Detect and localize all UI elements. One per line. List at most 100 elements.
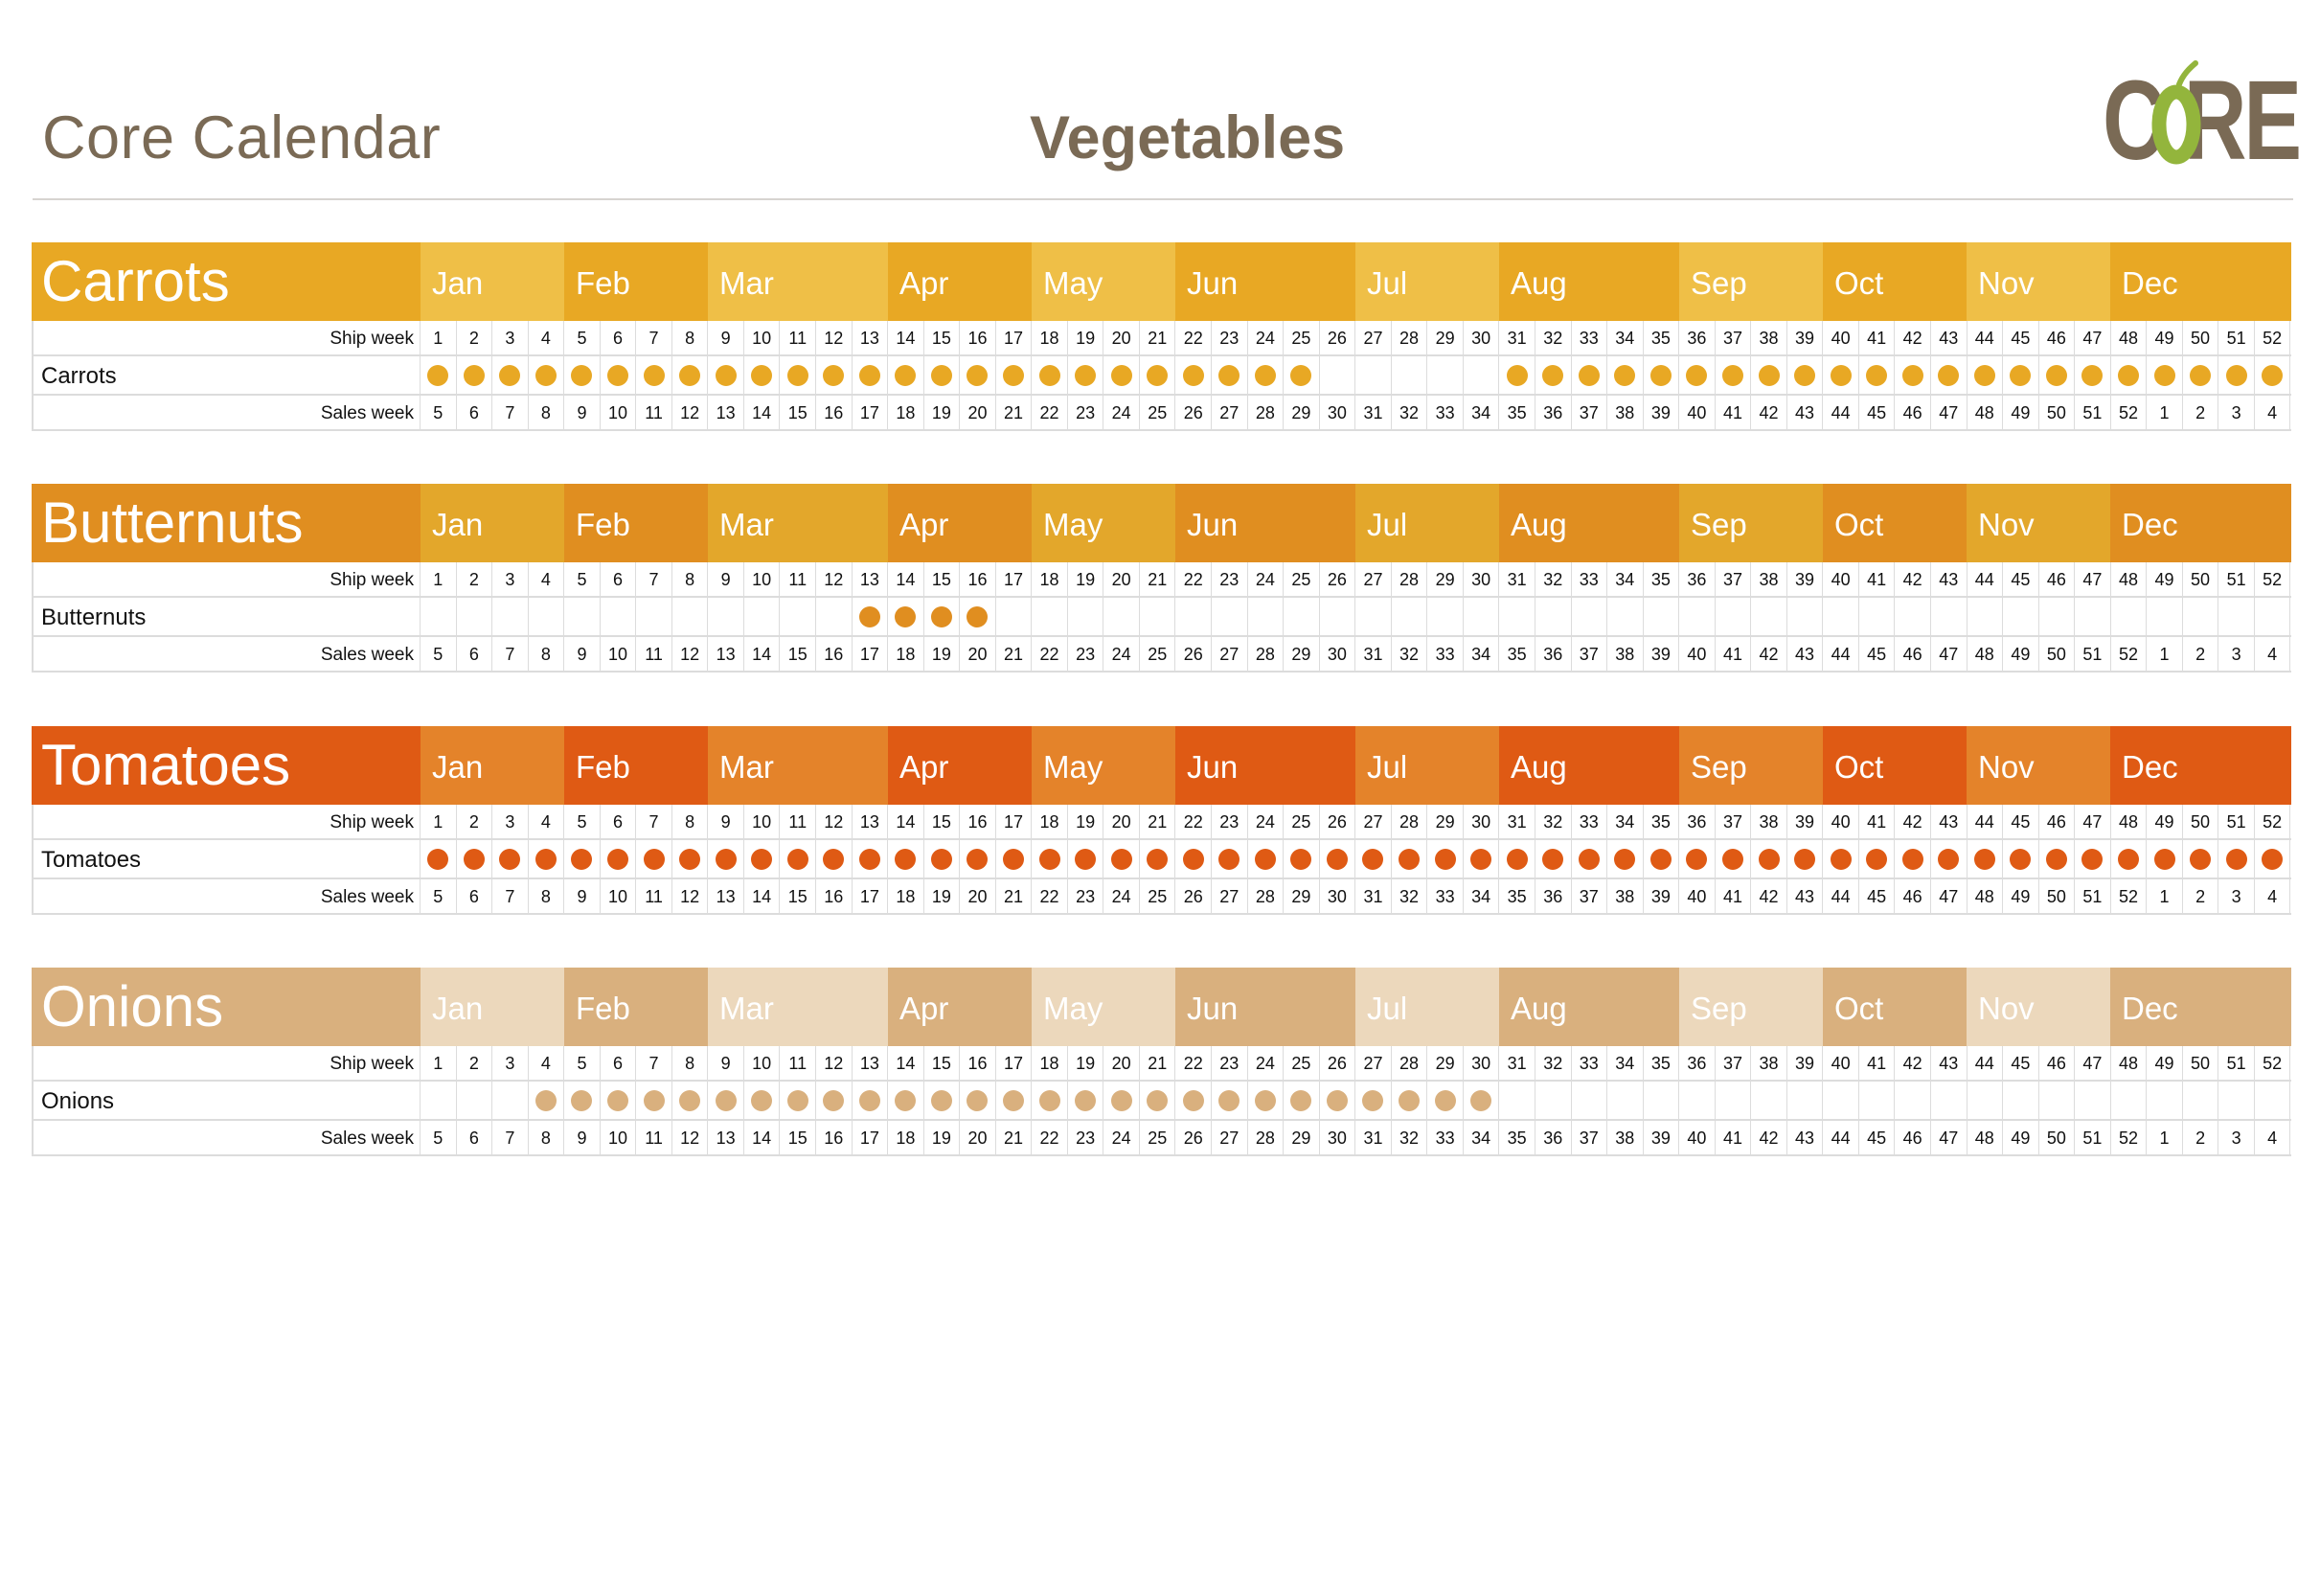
availability-cell [888, 1082, 924, 1119]
availability-cell [1499, 598, 1535, 635]
sales-week-cell: 30 [1320, 879, 1356, 913]
month-header: Jul [1355, 484, 1499, 562]
availability-cell [1967, 840, 2004, 878]
ship-week-cell: 15 [924, 1046, 961, 1080]
sales-week-cell: 27 [1212, 396, 1248, 429]
ship-week-cell: 47 [2075, 1046, 2111, 1080]
availability-cell [2147, 1082, 2183, 1119]
availability-cell [1140, 356, 1176, 394]
month-header: May [1032, 726, 1175, 805]
ship-week-cell: 25 [1284, 805, 1320, 838]
month-header: Oct [1823, 968, 1967, 1046]
ship-week-cell: 24 [1248, 805, 1285, 838]
ship-week-cell: 13 [853, 321, 889, 354]
availability-dot-icon [1038, 848, 1060, 870]
availability-cell [1103, 840, 1140, 878]
availability-cell [1716, 356, 1752, 394]
availability-dot-icon [1110, 848, 1132, 870]
availability-cell [1823, 356, 1859, 394]
month-header: Apr [888, 242, 1032, 321]
availability-cell [744, 598, 781, 635]
availability-cell [1751, 598, 1787, 635]
ship-week-cell: 18 [1032, 562, 1068, 596]
availability-cell [2183, 1082, 2219, 1119]
availability-dot-icon [858, 1089, 880, 1111]
availability-cell [2147, 840, 2183, 878]
availability-dot-icon [823, 364, 845, 386]
sales-week-cell: 52 [2111, 396, 2148, 429]
availability-dot-icon [967, 1089, 989, 1111]
sales-week-cell: 6 [457, 637, 493, 671]
availability-cell [2147, 598, 2183, 635]
availability-dot-icon [823, 1089, 845, 1111]
sales-week-cell: 29 [1284, 637, 1320, 671]
availability-cell [1895, 840, 1931, 878]
availability-cell [2039, 840, 2076, 878]
availability-cell [960, 840, 996, 878]
availability-cell [1644, 1082, 1680, 1119]
ship-week-cell: 21 [1140, 321, 1176, 354]
availability-cell [529, 1082, 565, 1119]
ship-week-cell: 44 [1967, 1046, 2004, 1080]
sales-week-cell: 26 [1175, 879, 1213, 913]
ship-week-cell: 25 [1284, 562, 1320, 596]
availability-dot-icon [858, 364, 880, 386]
ship-week-cell: 18 [1032, 321, 1068, 354]
availability-cell [1284, 840, 1320, 878]
sales-week-cell: 28 [1248, 879, 1285, 913]
ship-week-cell: 23 [1212, 562, 1248, 596]
sales-week-cell: 38 [1607, 396, 1644, 429]
month-header: May [1032, 968, 1175, 1046]
ship-week-cell: 19 [1068, 321, 1104, 354]
sales-week-cell: 44 [1823, 396, 1859, 429]
availability-dot-icon [2190, 848, 2212, 870]
ship-week-cell: 15 [924, 321, 961, 354]
ship-week-cell: 39 [1787, 321, 1824, 354]
month-header: Dec [2110, 484, 2291, 562]
availability-cell [1320, 1082, 1356, 1119]
ship-week-cell: 1 [421, 562, 457, 596]
month-header: Feb [564, 726, 708, 805]
sales-week-cell: 21 [996, 396, 1033, 429]
availability-dot-icon [786, 1089, 808, 1111]
month-header: Feb [564, 242, 708, 321]
availability-dot-icon [1470, 848, 1492, 870]
sales-week-cell: 38 [1607, 1121, 1644, 1154]
availability-cell [1248, 356, 1285, 394]
sales-week-cell: 13 [708, 1121, 744, 1154]
availability-cell [1787, 356, 1824, 394]
sales-week-cell: 31 [1355, 637, 1392, 671]
month-header: Dec [2110, 242, 2291, 321]
ship-week-cell: 7 [636, 321, 672, 354]
availability-cell [672, 356, 709, 394]
availability-dot-icon [1578, 848, 1600, 870]
availability-cell [1787, 598, 1824, 635]
ship-week-cell: 20 [1103, 562, 1140, 596]
availability-dot-icon [571, 848, 593, 870]
product-block: Carrots Jan Feb Mar Apr May Jun Jul Aug Sep Oct Nov… [32, 242, 2291, 431]
ship-week-cell: 38 [1751, 1046, 1787, 1080]
ship-week-cell: 30 [1464, 805, 1500, 838]
availability-dot-icon [1182, 364, 1204, 386]
availability-dot-icon [1399, 848, 1421, 870]
availability-cell [1716, 840, 1752, 878]
sales-week-cell: 26 [1175, 1121, 1213, 1154]
availability-cell [2003, 356, 2039, 394]
sales-week-cell: 36 [1535, 1121, 1572, 1154]
ship-week-cell: 30 [1464, 562, 1500, 596]
sales-week-cell: 27 [1212, 1121, 1248, 1154]
availability-cell [457, 356, 493, 394]
availability-dot-icon [967, 605, 989, 627]
availability-cell [1248, 840, 1285, 878]
availability-cell [960, 598, 996, 635]
availability-cell [1464, 598, 1500, 635]
availability-cell [1572, 840, 1608, 878]
availability-dot-icon [1938, 848, 1960, 870]
sales-week-cell: 33 [1427, 637, 1464, 671]
sales-week-cell: 39 [1644, 879, 1680, 913]
month-header: Sep [1679, 968, 1823, 1046]
sales-week-cell: 14 [744, 1121, 781, 1154]
ship-week-cell: 25 [1284, 1046, 1320, 1080]
sales-week-cell: 30 [1320, 396, 1356, 429]
sales-week-cell: 48 [1967, 637, 2004, 671]
